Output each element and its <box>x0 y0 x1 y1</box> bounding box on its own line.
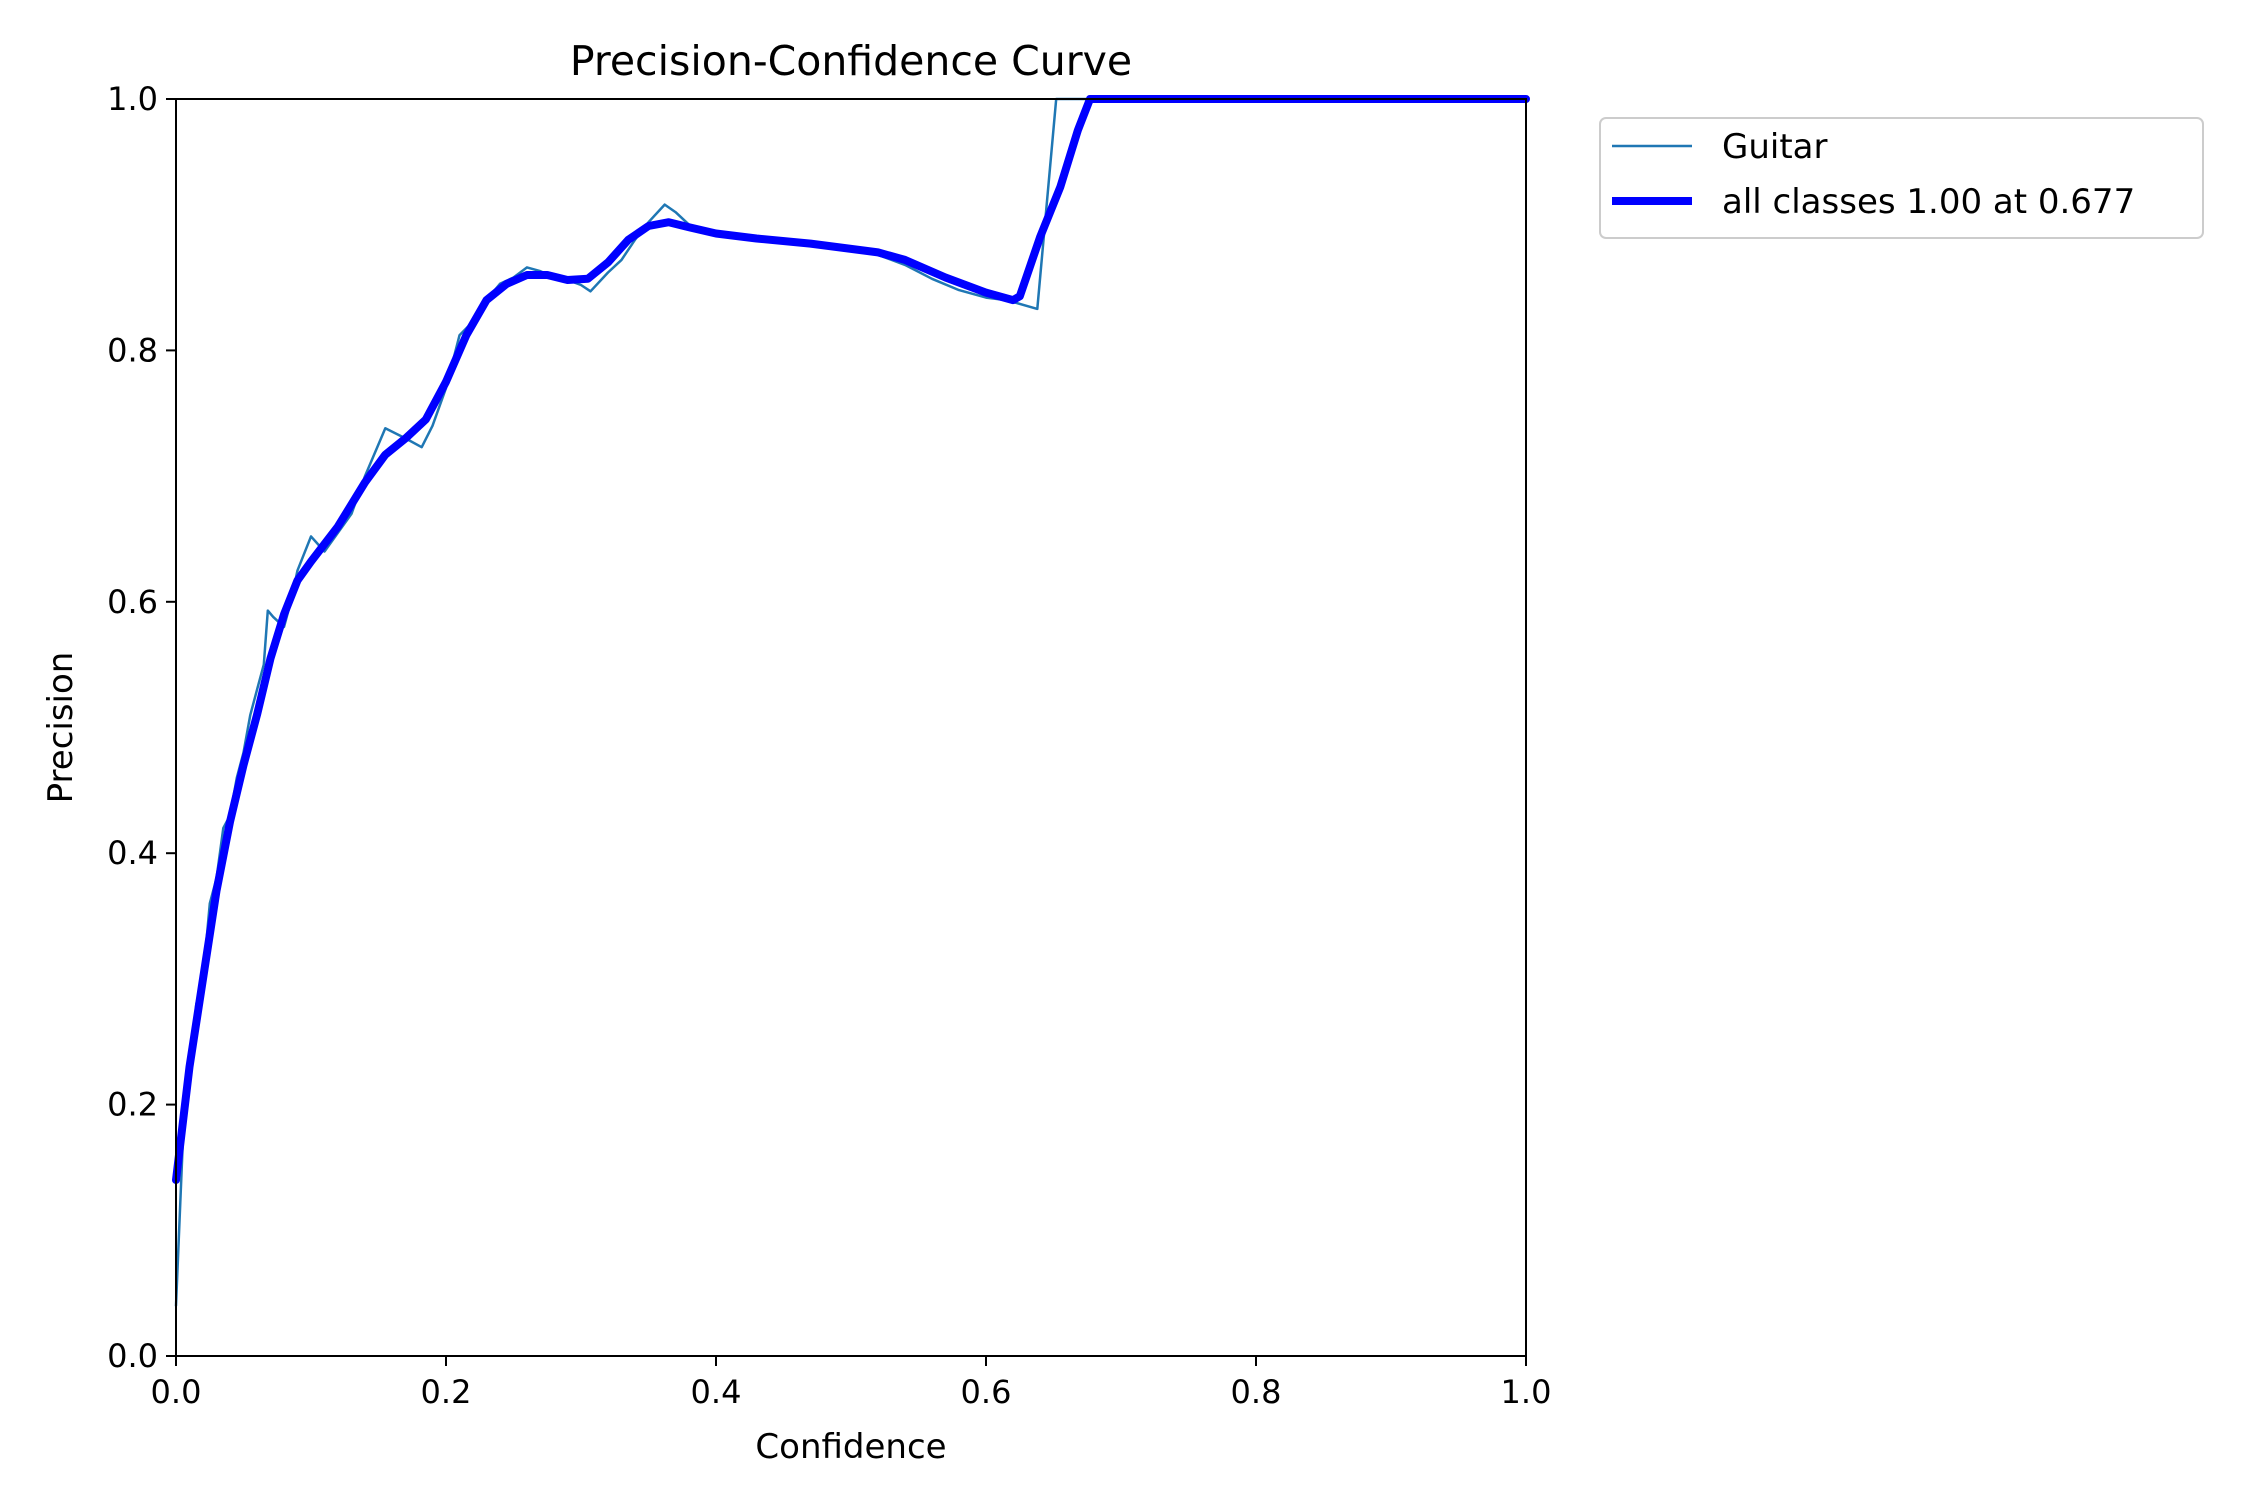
legend-label-all-classes: all classes 1.00 at 0.677 <box>1722 182 2135 222</box>
plot-area <box>172 95 1530 1357</box>
y-tick-label: 0.0 <box>107 1337 158 1375</box>
legend-label-guitar: Guitar <box>1722 127 1828 167</box>
x-tick-label: 1.0 <box>1501 1373 1552 1411</box>
x-tick-label: 0.6 <box>961 1373 1012 1411</box>
plot-frame <box>175 98 1527 1357</box>
x-tick-label: 0.4 <box>691 1373 742 1411</box>
y-axis: 0.0 0.2 0.4 0.6 0.8 1.0 <box>107 80 176 1375</box>
y-tick-label: 0.2 <box>107 1086 158 1124</box>
series-line-guitar <box>174 97 1528 1307</box>
x-axis: 0.0 0.2 0.4 0.6 0.8 1.0 <box>151 1356 1552 1411</box>
x-tick-label: 0.0 <box>151 1373 202 1411</box>
y-axis-label: Precision <box>41 652 81 804</box>
y-tick-label: 0.6 <box>107 583 158 621</box>
chart-title: Precision-Confidence Curve <box>570 37 1132 85</box>
y-tick-label: 0.4 <box>107 834 158 872</box>
series-layer <box>172 95 1530 1307</box>
x-tick-label: 0.2 <box>421 1373 472 1411</box>
series-line-all-classes <box>172 95 1530 1184</box>
legend-box <box>1599 117 2204 239</box>
y-tick-label: 1.0 <box>107 80 158 118</box>
x-tick-label: 0.8 <box>1231 1373 1282 1411</box>
x-axis-label: Confidence <box>755 1427 946 1467</box>
legend: Guitar all classes 1.00 at 0.677 <box>1599 117 2204 239</box>
y-tick-label: 0.8 <box>107 331 158 369</box>
plot-background <box>176 99 1526 1356</box>
